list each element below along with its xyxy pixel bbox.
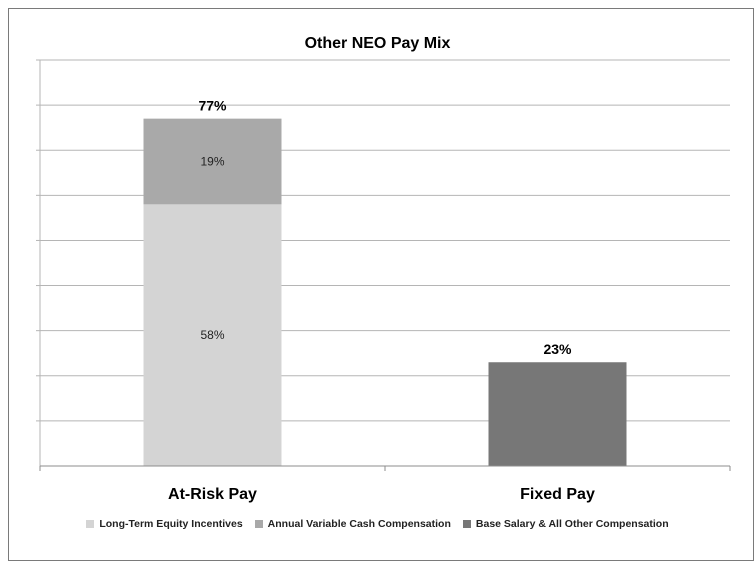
legend-item: Base Salary & All Other Compensation bbox=[462, 518, 669, 530]
bar-segment bbox=[488, 362, 627, 466]
legend-swatch bbox=[254, 520, 263, 528]
legend-label: Annual Variable Cash Compensation bbox=[267, 518, 451, 530]
bar-segment-label: 58% bbox=[200, 328, 224, 342]
bar-segment-label: 19% bbox=[200, 155, 224, 169]
bar-total-label: 23% bbox=[543, 341, 572, 357]
legend-item: Annual Variable Cash Compensation bbox=[254, 518, 451, 530]
chart-title: Other NEO Pay Mix bbox=[304, 35, 451, 52]
legend-item: Long-Term Equity Incentives bbox=[86, 518, 243, 530]
chart-legend: Long-Term Equity Incentives Annual Variab… bbox=[0, 518, 755, 530]
chart-frame bbox=[8, 8, 754, 561]
category-label: At-Risk Pay bbox=[168, 486, 257, 503]
legend-swatch bbox=[86, 520, 95, 528]
legend-label: Long-Term Equity Incentives bbox=[99, 518, 243, 530]
legend-swatch bbox=[462, 520, 471, 528]
bar-total-label: 77% bbox=[198, 98, 227, 114]
bar-segment bbox=[143, 204, 282, 466]
category-label: Fixed Pay bbox=[520, 486, 595, 503]
bar-segment bbox=[143, 118, 282, 205]
legend-label: Base Salary & All Other Compensation bbox=[475, 518, 669, 530]
